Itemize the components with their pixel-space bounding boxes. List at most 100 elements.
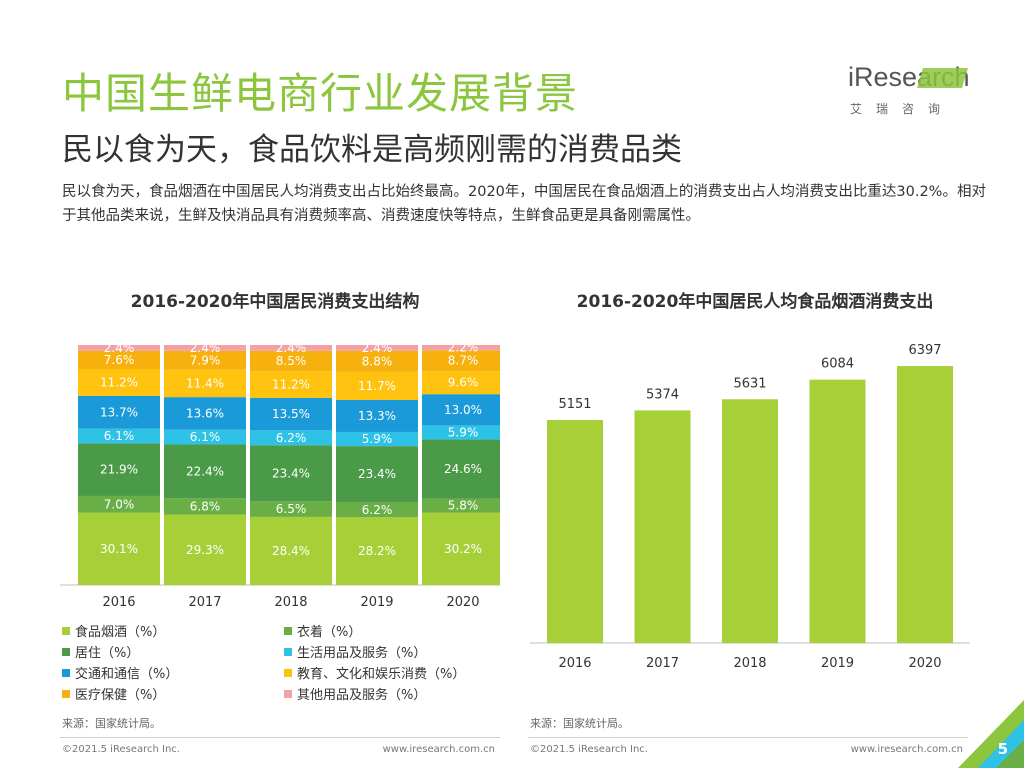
chart2-title: 2016-2020年中国居民人均食品烟酒消费支出 — [576, 292, 934, 312]
segment-value-label: 21.9% — [100, 463, 138, 477]
segment-value-label: 11.2% — [100, 375, 138, 389]
x-tick-label: 2017 — [646, 656, 679, 671]
legend-item: 居住（%） — [62, 642, 139, 661]
legend-item: 其他用品及服务（%） — [284, 684, 426, 703]
segment-value-label: 6.5% — [276, 502, 307, 516]
legend-label: 交通和通信（%） — [75, 667, 179, 682]
segment-value-label: 6.2% — [362, 503, 393, 517]
stacked-bar-segment — [336, 446, 418, 503]
segment-value-label: 30.1% — [100, 542, 138, 556]
legend-item: 教育、文化和娱乐消费（%） — [284, 663, 465, 682]
segment-value-label: 11.4% — [186, 376, 224, 390]
segment-value-label: 2.4% — [104, 341, 135, 355]
stacked-bar-segment — [250, 516, 332, 585]
legend-swatch — [284, 648, 292, 656]
segment-value-label: 22.4% — [186, 464, 224, 478]
bar-value-label: 6084 — [821, 357, 854, 372]
bar-value-label: 6397 — [908, 343, 941, 358]
stacked-bar-segment — [250, 397, 332, 431]
stacked-bar-segment — [250, 345, 332, 351]
stacked-bar-segment — [164, 369, 246, 398]
bar-value-label: 5374 — [646, 387, 679, 402]
segment-value-label: 5.9% — [362, 432, 393, 446]
stacked-bar-segment — [422, 345, 500, 351]
stacked-bar-segment — [78, 395, 160, 429]
stacked-bar-segment — [164, 345, 246, 351]
segment-value-label: 7.9% — [190, 353, 221, 367]
segment-value-label: 5.9% — [448, 425, 479, 439]
segment-value-label: 2.4% — [362, 341, 393, 355]
x-tick-label: 2016 — [102, 595, 135, 610]
legend-item: 医疗保健（%） — [62, 684, 165, 703]
bar-value-label: 5631 — [733, 376, 766, 391]
stacked-bar-segment — [78, 345, 160, 351]
segment-value-label: 6.2% — [276, 431, 307, 445]
legend-item: 食品烟酒（%） — [62, 621, 165, 640]
page-subtitle: 民以食为天，食品饮料是高频刚需的消费品类 — [62, 132, 682, 168]
stacked-bar-segment — [422, 394, 500, 426]
segment-value-label: 6.8% — [190, 499, 221, 513]
x-tick-label: 2020 — [908, 656, 941, 671]
stacked-bar-segment — [422, 512, 500, 585]
legend-label: 食品烟酒（%） — [75, 625, 166, 640]
legend-label: 教育、文化和娱乐消费（%） — [297, 667, 466, 682]
chart2-source: 来源：国家统计局。 — [530, 717, 629, 730]
stacked-bar-segment — [336, 431, 418, 447]
bar — [809, 379, 866, 643]
stacked-bar-segment — [164, 444, 246, 499]
segment-value-label: 6.1% — [104, 429, 135, 443]
stacked-bar-chart: 30.1%7.0%21.9%6.1%13.7%11.2%7.6%2.4%2016… — [60, 341, 500, 610]
segment-value-label: 13.7% — [100, 405, 138, 419]
x-tick-label: 2017 — [188, 595, 221, 610]
chart1-title: 2016-2020年中国居民消费支出结构 — [130, 292, 420, 312]
stacked-bar-segment — [78, 350, 160, 369]
legend-swatch — [62, 648, 70, 656]
segment-value-label: 13.5% — [272, 407, 310, 421]
stacked-bar-segment — [250, 501, 332, 517]
stacked-bar-segment — [78, 495, 160, 513]
segment-value-label: 28.2% — [358, 544, 396, 558]
legend-label: 医疗保健（%） — [75, 688, 166, 703]
segment-value-label: 8.5% — [276, 354, 307, 368]
stacked-bar-segment — [164, 498, 246, 515]
bar — [722, 399, 778, 643]
legend-swatch — [284, 690, 292, 698]
legend-swatch — [62, 690, 70, 698]
x-tick-label: 2018 — [274, 595, 307, 610]
stacked-bar-segment — [250, 350, 332, 372]
legend-swatch — [62, 669, 70, 677]
segment-value-label: 13.3% — [358, 409, 396, 423]
footer-divider-left — [60, 737, 500, 738]
page-number: 5 — [997, 740, 1008, 758]
stacked-bar-segment — [336, 400, 418, 432]
stacked-bar-segment — [336, 371, 418, 401]
segment-value-label: 28.4% — [272, 544, 310, 558]
legend-item: 交通和通信（%） — [62, 663, 178, 682]
stacked-bar-segment — [422, 371, 500, 395]
segment-value-label: 6.1% — [190, 430, 221, 444]
stacked-bar-segment — [78, 369, 160, 396]
stacked-bar-segment — [336, 345, 418, 351]
segment-value-label: 5.8% — [448, 499, 479, 513]
legend-item: 衣着（%） — [284, 621, 361, 640]
segment-value-label: 11.2% — [272, 378, 310, 392]
stacked-bar-segment — [78, 443, 160, 496]
bar — [634, 410, 691, 643]
stacked-bar-segment — [164, 429, 246, 445]
bar-value-label: 5151 — [558, 397, 591, 412]
segment-value-label: 13.0% — [444, 403, 482, 417]
x-tick-label: 2020 — [446, 595, 479, 610]
stacked-bar-segment — [250, 430, 332, 446]
legend-label: 生活用品及服务（%） — [297, 646, 427, 661]
legend-swatch — [284, 669, 292, 677]
stacked-bar-segment — [336, 502, 418, 518]
stacked-bar-segment — [164, 397, 246, 430]
stacked-bar-segment — [250, 371, 332, 398]
stacked-bar-segment — [422, 439, 500, 499]
legend-swatch — [62, 627, 70, 635]
stacked-bar-segment — [422, 425, 500, 440]
corner-decoration — [958, 700, 1024, 768]
stacked-bar-segment — [164, 350, 246, 370]
bar — [897, 366, 953, 643]
legend-label: 其他用品及服务（%） — [297, 688, 427, 703]
